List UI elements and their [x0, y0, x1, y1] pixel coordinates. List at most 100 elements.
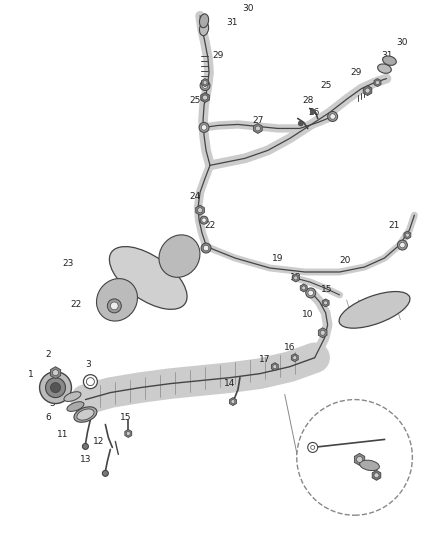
Circle shape: [365, 88, 370, 93]
Ellipse shape: [74, 407, 97, 422]
Ellipse shape: [339, 292, 410, 328]
Text: 26: 26: [308, 108, 319, 117]
Polygon shape: [50, 367, 61, 378]
Circle shape: [202, 218, 206, 222]
Circle shape: [198, 208, 202, 213]
Polygon shape: [300, 284, 307, 292]
Text: 17: 17: [259, 355, 271, 364]
Text: 22: 22: [205, 221, 215, 230]
Ellipse shape: [77, 409, 94, 420]
Polygon shape: [196, 205, 205, 215]
Circle shape: [374, 473, 379, 478]
Text: 10: 10: [302, 310, 314, 319]
Ellipse shape: [199, 22, 208, 36]
Circle shape: [50, 383, 60, 393]
Text: 4: 4: [46, 385, 51, 394]
Polygon shape: [318, 328, 327, 338]
Text: 12: 12: [93, 437, 104, 446]
Circle shape: [110, 302, 118, 310]
Circle shape: [397, 240, 407, 250]
Circle shape: [200, 80, 210, 91]
Polygon shape: [374, 78, 381, 86]
Polygon shape: [372, 470, 381, 480]
Text: 8: 8: [381, 458, 387, 467]
Circle shape: [126, 432, 130, 435]
Text: 16: 16: [284, 343, 296, 352]
Circle shape: [302, 286, 306, 290]
Circle shape: [255, 126, 260, 131]
Text: 18: 18: [290, 273, 301, 282]
Circle shape: [375, 80, 379, 85]
Ellipse shape: [96, 279, 138, 321]
Circle shape: [102, 470, 108, 477]
Circle shape: [202, 83, 208, 88]
Text: 15: 15: [120, 413, 131, 422]
Text: 19: 19: [272, 254, 283, 263]
Text: 29: 29: [212, 51, 224, 60]
Polygon shape: [201, 78, 208, 86]
Circle shape: [308, 442, 318, 453]
Ellipse shape: [64, 392, 81, 401]
Circle shape: [273, 365, 277, 369]
Circle shape: [203, 245, 209, 251]
Ellipse shape: [383, 56, 396, 66]
Ellipse shape: [378, 64, 391, 74]
Ellipse shape: [110, 247, 187, 309]
Circle shape: [231, 400, 235, 403]
Circle shape: [306, 288, 316, 298]
Circle shape: [310, 109, 315, 114]
Circle shape: [107, 299, 121, 313]
Circle shape: [293, 356, 297, 360]
Text: 15: 15: [321, 286, 332, 294]
Text: 5: 5: [49, 399, 55, 408]
Polygon shape: [125, 430, 132, 438]
Circle shape: [324, 301, 328, 305]
Text: 21: 21: [389, 221, 400, 230]
Circle shape: [201, 243, 211, 253]
Text: 30: 30: [242, 4, 254, 13]
Text: 3: 3: [85, 360, 91, 369]
Polygon shape: [230, 398, 237, 406]
Text: 7: 7: [342, 423, 347, 432]
Polygon shape: [322, 299, 329, 307]
Text: 28: 28: [302, 96, 314, 105]
Circle shape: [83, 375, 97, 389]
Circle shape: [400, 243, 405, 248]
Text: 25: 25: [189, 96, 201, 105]
Circle shape: [201, 125, 207, 130]
Polygon shape: [292, 274, 299, 282]
Polygon shape: [404, 231, 411, 239]
Circle shape: [53, 370, 59, 376]
Circle shape: [297, 400, 413, 515]
Circle shape: [203, 80, 207, 85]
Polygon shape: [201, 93, 209, 102]
Circle shape: [328, 111, 338, 122]
Text: 24: 24: [190, 192, 201, 201]
Circle shape: [311, 446, 314, 449]
Text: 22: 22: [71, 301, 82, 309]
Text: 30: 30: [397, 38, 408, 47]
Circle shape: [202, 95, 208, 100]
Text: 31: 31: [381, 51, 393, 60]
Circle shape: [200, 216, 208, 224]
Text: 23: 23: [63, 259, 74, 268]
Ellipse shape: [159, 235, 200, 277]
Polygon shape: [254, 124, 262, 133]
Circle shape: [330, 114, 336, 119]
Text: 2: 2: [46, 350, 51, 359]
Text: 13: 13: [80, 455, 91, 464]
Polygon shape: [291, 354, 298, 362]
Circle shape: [294, 276, 298, 280]
Circle shape: [199, 123, 209, 132]
Polygon shape: [363, 86, 372, 95]
Circle shape: [86, 378, 95, 385]
Ellipse shape: [360, 460, 379, 471]
Circle shape: [357, 456, 363, 462]
Circle shape: [320, 330, 325, 335]
Text: 1: 1: [28, 370, 33, 379]
Circle shape: [82, 443, 88, 449]
Text: 29: 29: [350, 68, 361, 77]
Text: 14: 14: [224, 379, 236, 388]
Text: 27: 27: [252, 116, 264, 125]
Text: 6: 6: [46, 413, 51, 422]
